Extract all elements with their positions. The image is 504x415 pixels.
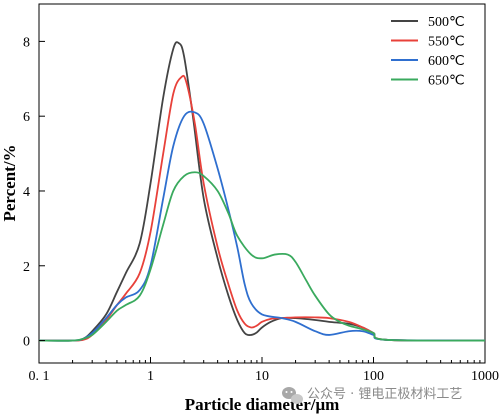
legend-label: 650℃ <box>428 74 465 89</box>
watermark-text: 公众号 · 锂电正极材料工艺 <box>307 387 462 402</box>
y-axis-title: Percent/% <box>0 144 19 221</box>
x-tick-label: 1 <box>147 369 154 384</box>
y-tick-label: 6 <box>23 110 30 125</box>
y-tick-label: 4 <box>23 185 30 200</box>
series-line-3 <box>38 110 486 342</box>
x-tick-label: 1000 <box>471 369 499 384</box>
legend-label: 600℃ <box>428 54 465 69</box>
x-tick-label: 10 <box>255 369 269 384</box>
y-tick-label: 2 <box>23 260 30 275</box>
series-layer <box>38 41 486 342</box>
series-line-4 <box>38 171 486 342</box>
legend-label: 550℃ <box>428 35 465 50</box>
legend: 500℃ 550℃ 600℃ 650℃ <box>391 15 465 89</box>
series-line-1 <box>38 41 486 342</box>
legend-label: 500℃ <box>428 15 465 30</box>
x-axis-ticks: 0. 1 1 10 100 1000 <box>29 357 499 384</box>
y-axis-ticks: 0 2 4 6 8 <box>23 35 45 350</box>
wechat-icon <box>282 387 303 404</box>
x-tick-label: 0. 1 <box>29 369 50 384</box>
y-tick-label: 8 <box>23 35 30 50</box>
watermark: 公众号 · 锂电正极材料工艺 <box>282 387 462 404</box>
x-tick-label: 100 <box>363 369 384 384</box>
y-tick-label: 0 <box>23 335 30 350</box>
